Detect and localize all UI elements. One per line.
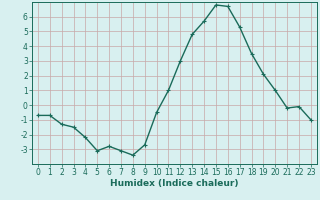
X-axis label: Humidex (Indice chaleur): Humidex (Indice chaleur) [110, 179, 239, 188]
